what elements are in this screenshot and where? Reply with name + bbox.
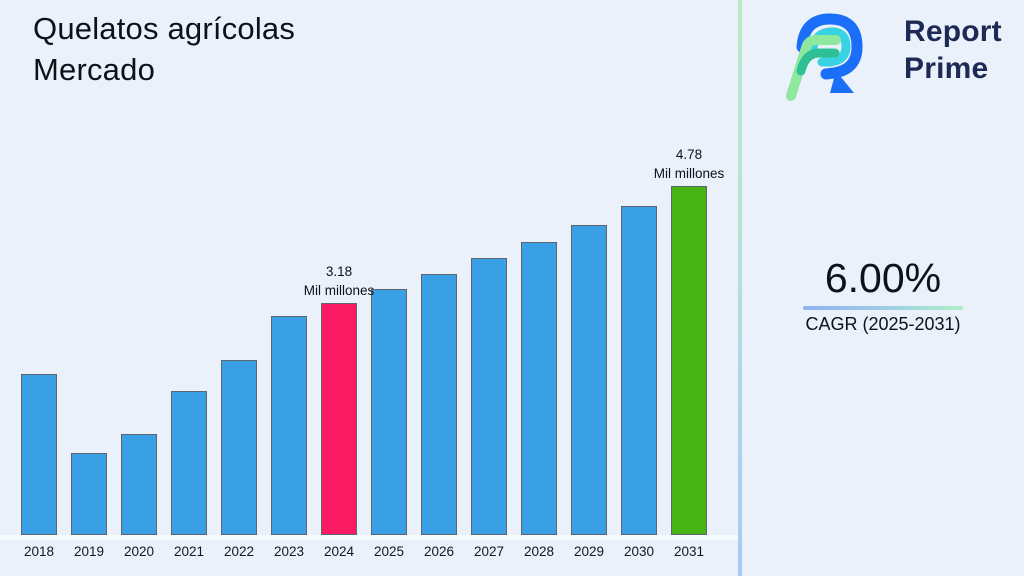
- x-tick-2020: 2020: [123, 544, 155, 559]
- annotation-2024: 3.18 Mil millones: [274, 263, 404, 300]
- bar-2031: [671, 186, 707, 535]
- bar-2030: [621, 206, 657, 535]
- x-tick-2021: 2021: [173, 544, 205, 559]
- cagr-underline: [803, 306, 963, 310]
- bar-2021: [171, 391, 207, 535]
- x-axis-line: [0, 535, 738, 540]
- x-tick-2023: 2023: [273, 544, 305, 559]
- report-prime-logo-text: Report Prime: [904, 13, 1002, 87]
- annotation-unit: Mil millones: [653, 165, 725, 181]
- logo-text-line-1: Report: [904, 15, 1002, 48]
- bar-2020: [121, 434, 157, 535]
- x-tick-2028: 2028: [523, 544, 555, 559]
- bar-2029: [571, 225, 607, 535]
- bar-chart: 2018 2019 2020 2021 2022 2023 2024 3.18 Mil mill…: [0, 147, 738, 559]
- x-tick-2026: 2026: [423, 544, 455, 559]
- bar-2026: [421, 274, 457, 535]
- x-tick-2018: 2018: [23, 544, 55, 559]
- annotation-2031: 4.78 Mil millones: [624, 146, 754, 183]
- bar-2024: [321, 303, 357, 535]
- bar-2023: [271, 316, 307, 535]
- bar-2018: [21, 374, 57, 535]
- bar-2022: [221, 360, 257, 535]
- x-tick-2029: 2029: [573, 544, 605, 559]
- bar-2028: [521, 242, 557, 535]
- bar-2019: [71, 453, 107, 535]
- page-title: Quelatos agrícolas Mercado: [33, 8, 295, 90]
- x-tick-2022: 2022: [223, 544, 255, 559]
- x-tick-2031: 2031: [673, 544, 705, 559]
- annotation-unit: Mil millones: [303, 282, 375, 298]
- annotation-value: 4.78: [675, 147, 703, 162]
- logo-text-line-2: Prime: [904, 52, 989, 85]
- page-title-line-1: Quelatos agrícolas: [33, 11, 296, 46]
- bar-2027: [471, 258, 507, 535]
- right-panel: Report Prime 6.00% CAGR (2025-2031): [742, 0, 1024, 576]
- cagr-label: CAGR (2025-2031): [805, 314, 961, 334]
- annotation-value: 3.18: [325, 264, 353, 279]
- report-prime-logo: Report Prime: [778, 5, 1024, 101]
- page-title-line-2: Mercado: [33, 52, 156, 87]
- x-tick-2025: 2025: [373, 544, 405, 559]
- panel-divider: [738, 0, 742, 576]
- x-tick-2024: 2024: [323, 544, 355, 559]
- x-tick-2019: 2019: [73, 544, 105, 559]
- x-tick-2030: 2030: [623, 544, 655, 559]
- bar-2025: [371, 289, 407, 535]
- x-tick-2027: 2027: [473, 544, 505, 559]
- report-prime-logo-icon: [786, 13, 863, 101]
- cagr-value: 6.00%: [824, 255, 942, 301]
